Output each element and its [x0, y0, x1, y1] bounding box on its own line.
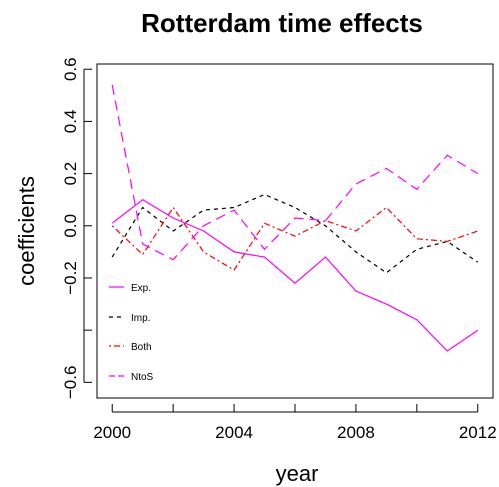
legend: Exp. Imp. Both NtoS — [109, 283, 154, 383]
x-tick-label: 2004 — [215, 423, 253, 442]
series-layer — [111, 84, 479, 352]
y-tick-label: 0.6 — [61, 57, 80, 81]
plot-border — [96, 63, 494, 399]
plot-frame — [96, 63, 494, 399]
x-tick-label: 2008 — [337, 423, 375, 442]
series-line-exp — [111, 198, 479, 352]
x-axis-title: year — [276, 461, 319, 486]
y-axis: −0.6 −0.2 0.0 0.2 0.4 0.6 — [61, 57, 92, 399]
legend-label: Both — [131, 342, 152, 353]
x-tick-label: 2012 — [459, 423, 497, 442]
y-tick-label: −0.2 — [61, 261, 80, 295]
y-tick-label: 0.2 — [61, 162, 80, 186]
y-axis-title: coefficients — [14, 176, 39, 286]
chart-title: Rotterdam time effects — [141, 8, 423, 38]
legend-label: Exp. — [131, 283, 151, 294]
y-tick-label: −0.6 — [61, 366, 80, 400]
legend-label: NtoS — [131, 372, 154, 383]
x-axis: 2000 2004 2008 2012 — [93, 404, 497, 442]
series-line-both — [111, 206, 478, 271]
legend-label: Imp. — [131, 313, 150, 324]
x-tick-label: 2000 — [93, 423, 131, 442]
y-tick-label: 0.0 — [61, 214, 80, 238]
series-line-ntos — [111, 84, 479, 261]
series-line-imp — [111, 193, 479, 274]
y-tick-label: 0.4 — [61, 110, 80, 134]
